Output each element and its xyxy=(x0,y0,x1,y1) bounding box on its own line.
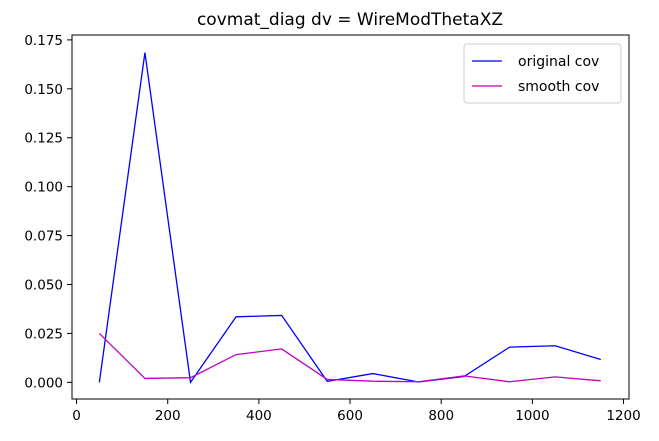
legend: original cov smooth cov xyxy=(463,43,622,104)
series-layer xyxy=(98,52,601,385)
y-tick-label: 0.050 xyxy=(24,278,63,294)
x-tick-label: 400 xyxy=(246,408,272,424)
x-tick-label: 600 xyxy=(337,408,363,424)
y-tick-label: 0.175 xyxy=(24,33,63,49)
y-tick-label: 0.000 xyxy=(24,375,63,391)
x-tick-label: 1000 xyxy=(515,408,549,424)
x-tick-label: 1200 xyxy=(606,408,640,424)
y-tick-label: 0.100 xyxy=(24,180,63,196)
series-line-original-cov xyxy=(98,52,601,385)
x-tick-label: 800 xyxy=(428,408,454,424)
y-tick-label: 0.150 xyxy=(24,82,63,98)
series-line-smooth-cov xyxy=(98,332,601,383)
y-tick-label: 0.075 xyxy=(24,229,63,245)
x-tick-label: 0 xyxy=(72,408,81,424)
plot-frame xyxy=(71,34,630,400)
x-tick-label: 200 xyxy=(155,408,181,424)
legend-box xyxy=(463,43,622,104)
axis-layer: 0 200 400 600 800 1000 1200 0.000 0.025 0.050 0.07… xyxy=(24,33,640,424)
legend-label-smooth-cov: smooth cov xyxy=(518,79,599,95)
y-tick-label: 0.025 xyxy=(24,326,63,342)
y-tick-label: 0.125 xyxy=(24,131,63,147)
chart-title: covmat_diag dv = WireModThetaXZ xyxy=(197,10,503,30)
legend-label-original-cov: original cov xyxy=(518,54,599,70)
